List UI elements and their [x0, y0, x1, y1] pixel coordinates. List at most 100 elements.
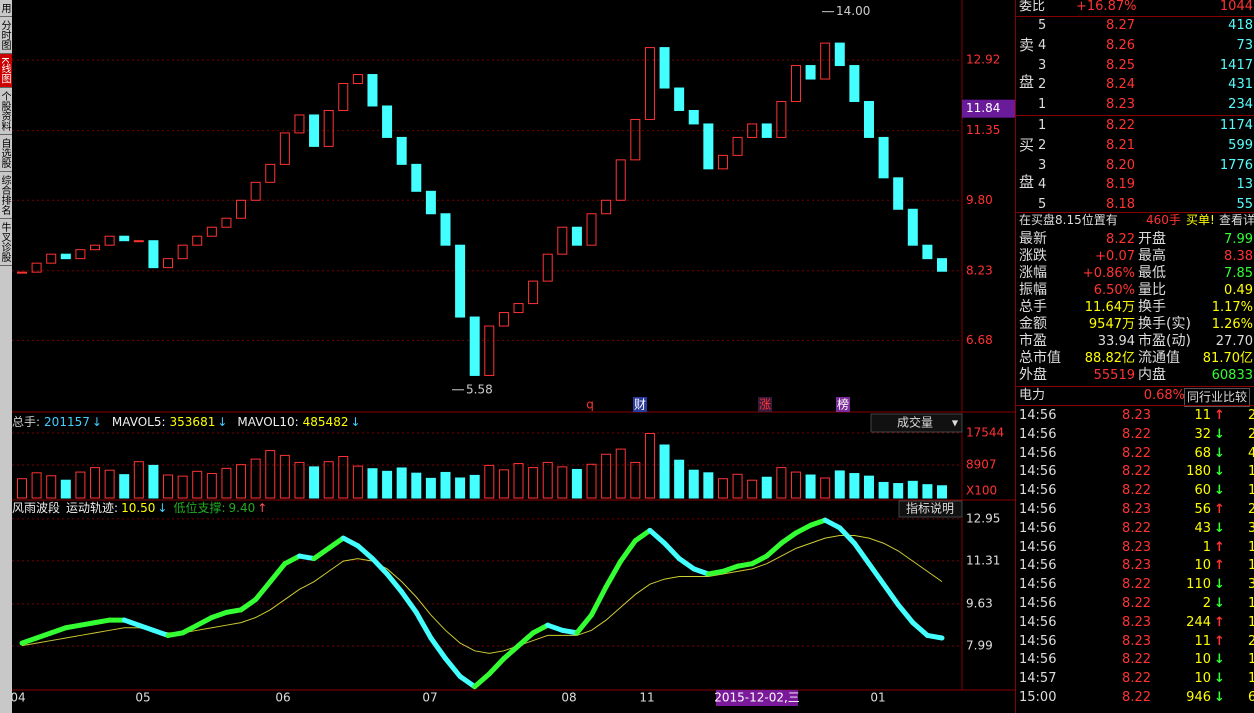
trajectory-segment: [442, 655, 463, 679]
trajectory-segment: [413, 609, 434, 641]
trade-count: 1: [1248, 670, 1254, 687]
trajectory-segment: [253, 579, 273, 603]
trade-volume: 32: [1194, 426, 1211, 442]
selector-box[interactable]: [870, 413, 963, 433]
trajectory-segment: [851, 540, 872, 567]
trade-arrow: ↓: [1214, 596, 1225, 611]
trade-arrow: ↓: [1214, 652, 1225, 668]
trade-volume: 244: [1186, 614, 1211, 630]
trajectory-segment: [209, 609, 229, 621]
candle: [805, 65, 816, 80]
trade-time: 14:56: [1019, 558, 1057, 574]
trajectory-segment: [530, 622, 551, 636]
volume-bar: [601, 453, 612, 499]
trajectory-segment: [662, 540, 682, 562]
volume-bar: [922, 484, 933, 499]
volume: 599: [1228, 137, 1253, 153]
level: 1: [1038, 118, 1047, 133]
candle: [820, 42, 831, 80]
volume-bar: [688, 469, 699, 499]
stat-label: 涨幅: [1019, 265, 1047, 281]
notice-text: 在买盘8.15位置有: [1019, 213, 1118, 227]
candle: [177, 244, 188, 260]
sidebar-tab[interactable]: 分时图: [0, 17, 12, 54]
sidebar-tab[interactable]: K线图: [0, 54, 12, 88]
stat-value: 9547万: [1088, 317, 1135, 332]
event-marker: 涨: [759, 397, 771, 412]
trajectory-segment: [545, 622, 565, 633]
trade-count: 2: [1248, 407, 1254, 424]
trade-arrow: ↓: [1214, 671, 1225, 687]
trade-count: 63: [1248, 689, 1254, 706]
candle: [732, 136, 743, 156]
header-label: MAVOL10:: [237, 415, 298, 429]
trade-time: 14:56: [1019, 520, 1057, 536]
trade-volume: 1: [1202, 539, 1211, 555]
button-box[interactable]: [898, 500, 963, 518]
volume-bar: [309, 466, 320, 499]
candle: [615, 159, 626, 201]
x-tick-label: 08: [561, 691, 576, 705]
stat-value: 81.70亿: [1202, 351, 1253, 366]
trade-arrow: ↓: [1214, 426, 1225, 442]
volume-bar: [90, 467, 101, 499]
trade-arrow: ↑: [1214, 633, 1225, 649]
trade-volume: 11: [1194, 408, 1211, 423]
trajectory-segment: [282, 553, 302, 567]
candle: [60, 253, 71, 260]
candle: [367, 74, 378, 107]
chart-area: 6.68 8.23 9.80 11.35 12.92 11.84 14.00 5.58 q 财 涨 榜…: [10, 0, 1015, 706]
trajectory-segment: [180, 622, 200, 636]
trajectory-segment: [19, 635, 40, 646]
volume-bar: [834, 470, 845, 499]
stat-label: 换手: [1138, 299, 1166, 315]
volume-bar: [323, 461, 334, 499]
volume-bar: [863, 475, 874, 499]
y-tick-label: 12.95: [966, 511, 1000, 525]
quote-panel: 委比 +16.87% 1044 5 8.27 418 4 8.26 73 3 8.25 1417 2 8.…: [1015, 0, 1254, 713]
level: 4: [1038, 177, 1047, 193]
candle: [469, 316, 480, 376]
trade-time: 14:56: [1019, 464, 1057, 480]
trade-arrow: ↑: [1214, 558, 1225, 574]
volume-bar: [425, 477, 436, 499]
header-arrow: ↓: [157, 501, 167, 515]
volume-bar: [586, 463, 597, 499]
trajectory-segment: [589, 584, 609, 618]
trajectory-segment: [136, 622, 156, 633]
notice-link[interactable]: 查看详细: [1219, 213, 1254, 227]
sector-button[interactable]: 同行业比较: [1184, 388, 1251, 407]
candle: [323, 109, 334, 147]
trade-volume: 60: [1194, 483, 1211, 499]
volume-bar: [192, 470, 203, 499]
volume-bar: [776, 467, 787, 499]
candle: [513, 303, 524, 314]
candle: [236, 199, 247, 219]
trade-arrow: ↓: [1214, 483, 1225, 499]
candle: [571, 226, 582, 246]
volume-bar: [528, 467, 539, 499]
candle: [221, 217, 232, 228]
volume-bar: [279, 454, 290, 499]
trade-arrow: ↓: [1214, 445, 1225, 461]
trajectory-segment: [355, 543, 375, 562]
trajectory-segment: [778, 530, 799, 546]
sidebar-tab[interactable]: 牛叉诊股: [0, 219, 12, 266]
sidebar-tab[interactable]: 综合排名: [0, 172, 12, 219]
candle: [90, 244, 101, 251]
selector: 成交量: [897, 415, 933, 430]
volume-bar: [644, 433, 655, 499]
candle: [630, 118, 641, 161]
sidebar-tab[interactable]: 自选股: [0, 135, 12, 172]
volume-bar: [148, 464, 159, 499]
trajectory-segment: [793, 522, 814, 536]
candle: [352, 74, 363, 85]
sidebar-tab[interactable]: 用: [0, 0, 12, 17]
volume-bar: [907, 480, 918, 499]
trade-volume: 10: [1194, 558, 1211, 574]
stat-label: 最新: [1019, 231, 1047, 247]
sidebar-tab[interactable]: 个股资料: [0, 88, 12, 135]
volume: 1776: [1219, 157, 1253, 173]
volume-bar: [133, 461, 144, 499]
trade-count: 3: [1248, 576, 1254, 593]
